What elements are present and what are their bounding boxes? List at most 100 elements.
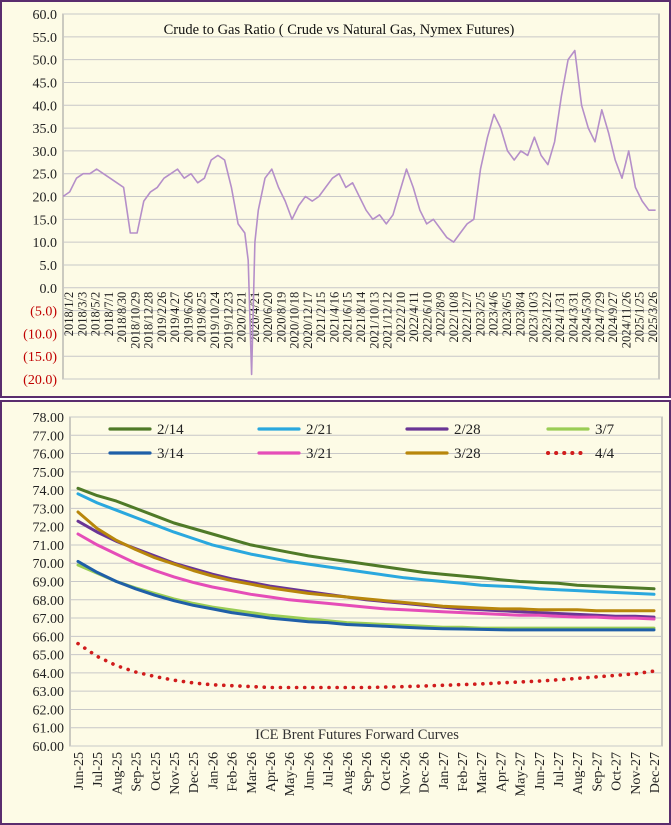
series-line-4-4 [76,641,656,690]
x-tick-label: Mar-27 [475,752,490,794]
x-tick-label: Nov-27 [629,752,644,795]
legend-label: 2/28 [454,422,481,438]
x-tick-label: 2023/6/5 [500,292,514,336]
y-tick-label: 77.00 [33,429,65,444]
x-tick-label: 2020/8/19 [274,292,288,343]
x-tick-label: 2021/8/14 [354,291,368,342]
x-tick-label: 2018/1/2 [62,292,76,336]
chart-title: Crude to Gas Ratio ( Crude vs Natural Ga… [164,22,515,38]
x-tick-label: Aug-27 [571,752,586,795]
y-tick-label: 0.0 [40,282,58,297]
y-tick-label: 60.00 [33,740,65,755]
x-tick-label: 2020/6/20 [261,292,275,343]
x-tick-label: Dec-26 [418,752,433,793]
x-tick-label: Aug-26 [341,752,356,795]
legend-label: 4/4 [595,446,615,462]
y-tick-label: 70.00 [33,557,65,572]
y-tick-label: 78.00 [33,411,65,426]
series-line-3-21 [76,532,656,621]
x-tick-label: 2024/7/29 [593,292,607,343]
y-tick-label: 68.00 [33,594,65,609]
x-tick-label: 2024/11/26 [619,292,633,348]
series-line-3-7 [76,563,656,630]
x-tick-label: Apr-26 [264,752,279,792]
y-tick-label: 65.00 [33,649,65,664]
x-tick-label: 2019/4/27 [168,292,182,343]
y-tick-label: 20.0 [33,191,58,206]
y-tick-label: (20.0) [23,373,57,388]
crude-gas-ratio-panel: 60.0 55.0 50.0 45.0 40.0 35.0 30.0 25.0 20.0 15.0… [0,0,671,398]
x-tick-label: 2021/12/12 [381,292,395,349]
y-tick-label: (15.0) [23,350,57,365]
x-tick-label: 2023/8/4 [513,291,527,336]
x-tick-label: Jan-27 [437,752,452,789]
y-tick-label: 72.00 [33,521,65,536]
x-tick-label: Nov-26 [398,752,413,795]
x-tick-label: Dec-25 [187,752,202,793]
x-tick-label: 2020/4/21 [248,292,262,343]
x-tick-label: 2022/6/10 [420,292,434,343]
y-tick-label: 74.00 [33,484,65,499]
y-tick-label: 75.00 [33,466,65,481]
x-tick-label: May-27 [514,752,529,796]
x-tick-label: 2018/10/29 [128,292,142,349]
x-tick-label: May-26 [283,752,298,796]
y-tick-label: 71.00 [33,539,65,554]
x-tick-label: Aug-25 [110,752,125,795]
y-tick-label: 64.00 [33,667,65,682]
x-tick-label: Dec-27 [648,752,663,793]
x-tick-label: 2022/10/8 [447,292,461,343]
x-tick-label: 2021/10/13 [367,292,381,349]
y-tick-label: 63.00 [33,685,65,700]
y-tick-label: 73.00 [33,502,65,517]
x-tick-label: Sep-26 [360,752,375,792]
ratio-series-line [62,49,656,376]
crude-gas-ratio-chart: 60.0 55.0 50.0 45.0 40.0 35.0 30.0 25.0 20.0 15.0… [23,8,660,388]
y-tick-label: 61.00 [33,722,65,737]
y-tick-label: 69.00 [33,576,65,591]
x-tick-label: 2023/12/2 [540,292,554,343]
x-tick-label: 2018/5/2 [89,292,103,336]
series-line-3-28 [76,510,656,613]
y-tick-label: (5.0) [30,305,57,320]
x-tick-label: 2020/12/17 [301,292,315,349]
legend-label: 3/28 [454,446,481,462]
y-tick-label: 50.0 [33,54,58,69]
x-tick-label: 2024/1/31 [553,292,567,343]
brent-forward-curves-chart: 78.00 77.00 76.00 75.00 74.00 73.00 72.00 71.00… [33,411,664,796]
y-tick-label: (10.0) [23,327,57,342]
y-tick-label: 67.00 [33,612,65,627]
x-tick-label: Jul-27 [552,752,567,787]
x-tick-label: Apr-27 [494,752,509,792]
x-tick-label: Oct-27 [610,752,625,791]
x-tick-label: Jul-25 [91,752,106,787]
y-tick-label: 45.0 [33,76,58,91]
x-tick-label: 2023/10/3 [527,292,541,343]
x-tick-label: Jan-26 [206,752,221,789]
x-tick-label: 2018/12/28 [142,292,156,349]
x-tick-label: 2019/12/23 [221,292,235,349]
x-tick-label: 2022/12/7 [460,292,474,343]
y-tick-label: 25.0 [33,168,58,183]
x-tick-label: 2018/3/3 [75,292,89,336]
series-line-2-21 [76,492,656,596]
y-tick-label: 40.0 [33,99,58,114]
x-tick-label: 2024/3/31 [566,292,580,343]
brent-forward-curves-panel: 78.00 77.00 76.00 75.00 74.00 73.00 72.00 71.00… [0,400,671,825]
x-tick-label: Sep-27 [590,752,605,792]
y-tick-label: 55.0 [33,31,58,46]
legend-label: 2/21 [306,422,333,438]
x-tick-label: 2020/2/21 [235,292,249,343]
legend-label: 3/21 [306,446,333,462]
x-tick-label: 2020/10/18 [288,292,302,349]
y-tick-label: 76.00 [33,448,65,463]
x-tick-label: 2019/8/25 [195,292,209,343]
y-tick-label: 10.0 [33,236,58,251]
x-tick-label: 2024/5/30 [580,292,594,343]
chart-title: ICE Brent Futures Forward Curves [255,727,459,743]
x-tick-label: Feb-27 [456,752,471,792]
y-tick-label: 60.0 [33,8,58,23]
x-tick-label: 2021/2/15 [314,292,328,343]
x-tick-label: Jun-27 [533,752,548,790]
x-tick-label: 2023/2/5 [473,292,487,336]
